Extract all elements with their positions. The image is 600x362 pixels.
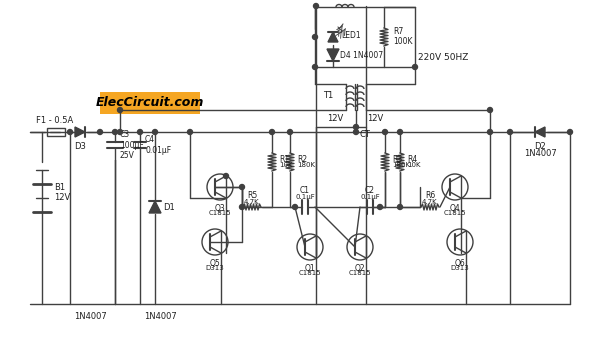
Circle shape [269, 130, 275, 135]
Polygon shape [328, 32, 338, 42]
Circle shape [413, 64, 418, 70]
Text: 100K: 100K [393, 38, 413, 46]
Text: D2: D2 [534, 142, 546, 151]
Circle shape [508, 130, 512, 135]
Text: CT: CT [359, 130, 370, 139]
Text: C1815: C1815 [209, 210, 232, 216]
Text: 180K: 180K [392, 162, 410, 168]
Text: R1: R1 [279, 155, 289, 164]
Polygon shape [535, 127, 545, 137]
Text: 12V: 12V [327, 114, 343, 123]
Circle shape [398, 130, 403, 135]
Text: C3
100μF
25V: C3 100μF 25V [120, 130, 144, 160]
Circle shape [239, 185, 245, 189]
Text: D1: D1 [163, 202, 175, 211]
Circle shape [67, 130, 73, 135]
Circle shape [353, 130, 359, 135]
Circle shape [118, 130, 122, 135]
Text: 1N4007: 1N4007 [524, 149, 556, 158]
Circle shape [293, 205, 298, 210]
Circle shape [313, 64, 317, 70]
FancyBboxPatch shape [100, 92, 200, 114]
Circle shape [353, 125, 359, 130]
Circle shape [223, 173, 229, 178]
Circle shape [239, 205, 245, 210]
Text: 12V: 12V [54, 193, 70, 202]
Circle shape [97, 130, 103, 135]
Text: 1N4007: 1N4007 [143, 312, 176, 321]
Text: C4
0.01μF: C4 0.01μF [145, 135, 171, 155]
Circle shape [137, 130, 143, 135]
Text: D313: D313 [451, 265, 469, 271]
Text: 10K: 10K [279, 162, 293, 168]
Text: 1N4007: 1N4007 [74, 312, 106, 321]
Text: 0.1μF: 0.1μF [295, 194, 315, 200]
Text: Q5: Q5 [209, 259, 220, 268]
Text: 4.7K: 4.7K [422, 199, 438, 205]
Text: C1815: C1815 [299, 270, 322, 276]
Text: D313: D313 [206, 265, 224, 271]
Text: 0.1μF: 0.1μF [360, 194, 380, 200]
Text: R7: R7 [393, 28, 403, 37]
Text: F1 - 0.5A: F1 - 0.5A [37, 116, 74, 125]
Text: B1: B1 [54, 182, 65, 191]
Circle shape [398, 205, 403, 210]
Circle shape [487, 108, 493, 113]
Text: R2: R2 [297, 155, 307, 164]
Circle shape [383, 130, 388, 135]
Text: 10K: 10K [407, 162, 421, 168]
Polygon shape [75, 127, 85, 137]
Circle shape [313, 34, 317, 39]
Circle shape [287, 130, 293, 135]
Polygon shape [327, 49, 339, 61]
Text: 4.7K: 4.7K [244, 199, 260, 205]
Text: D4 1N4007: D4 1N4007 [340, 51, 383, 59]
Text: 12V: 12V [367, 114, 383, 123]
Text: R6: R6 [425, 191, 435, 200]
Text: Q1: Q1 [305, 264, 316, 273]
Text: LED1: LED1 [341, 30, 361, 39]
Circle shape [487, 130, 493, 135]
Text: D3: D3 [74, 142, 86, 151]
Text: Q4: Q4 [449, 204, 460, 213]
Text: R5: R5 [247, 191, 257, 200]
Circle shape [377, 205, 383, 210]
Text: C2: C2 [365, 186, 375, 195]
Text: R3: R3 [392, 155, 402, 164]
Text: C1815: C1815 [349, 270, 371, 276]
Circle shape [152, 130, 157, 135]
Circle shape [314, 4, 319, 8]
FancyBboxPatch shape [47, 128, 65, 136]
Text: ElecCircuit.com: ElecCircuit.com [96, 97, 204, 109]
Text: 220V 50HZ: 220V 50HZ [418, 52, 469, 62]
Circle shape [118, 108, 122, 113]
Text: Q3: Q3 [215, 204, 226, 213]
Text: Q2: Q2 [355, 264, 365, 273]
Text: Q6: Q6 [455, 259, 466, 268]
Text: C1815: C1815 [443, 210, 466, 216]
Circle shape [113, 130, 118, 135]
Text: C1: C1 [300, 186, 310, 195]
Text: R4: R4 [407, 155, 417, 164]
Text: T1: T1 [323, 90, 333, 100]
Polygon shape [149, 201, 161, 213]
Circle shape [568, 130, 572, 135]
Circle shape [187, 130, 193, 135]
Text: 180K: 180K [297, 162, 315, 168]
